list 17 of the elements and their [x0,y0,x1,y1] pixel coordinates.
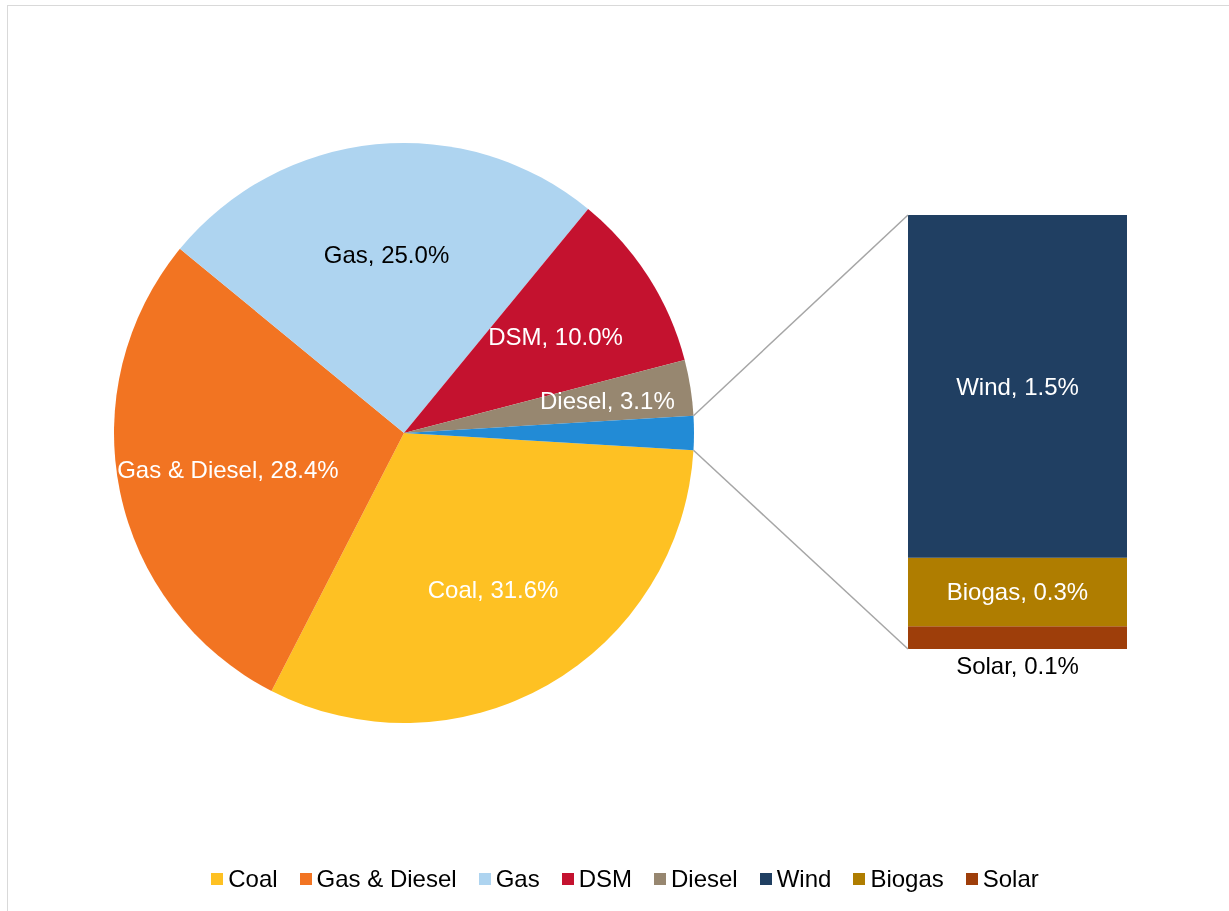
data-label: Biogas, 0.3% [946,578,1089,606]
legend-label: Gas [495,864,540,894]
pie-slice [271,433,694,723]
legend-label: DSM [578,864,632,894]
legend-label: Solar [982,864,1039,894]
data-label: Diesel, 3.1% [540,387,675,415]
data-label: Solar, 0.1% [956,652,1079,680]
data-label: Gas, 25.0% [323,240,450,268]
data-label: Wind, 1.5% [956,372,1079,400]
legend-label: Biogas [870,864,944,894]
data-label: Coal, 31.6% [427,575,559,603]
legend-label: Wind [776,864,832,894]
data-label: Gas & Diesel, 28.4% [117,455,339,483]
data-label: DSM, 10.0% [488,322,623,350]
legend-label: Gas & Diesel [316,864,457,894]
legend-label: Coal [228,864,278,894]
legend-label: Diesel [670,864,738,894]
